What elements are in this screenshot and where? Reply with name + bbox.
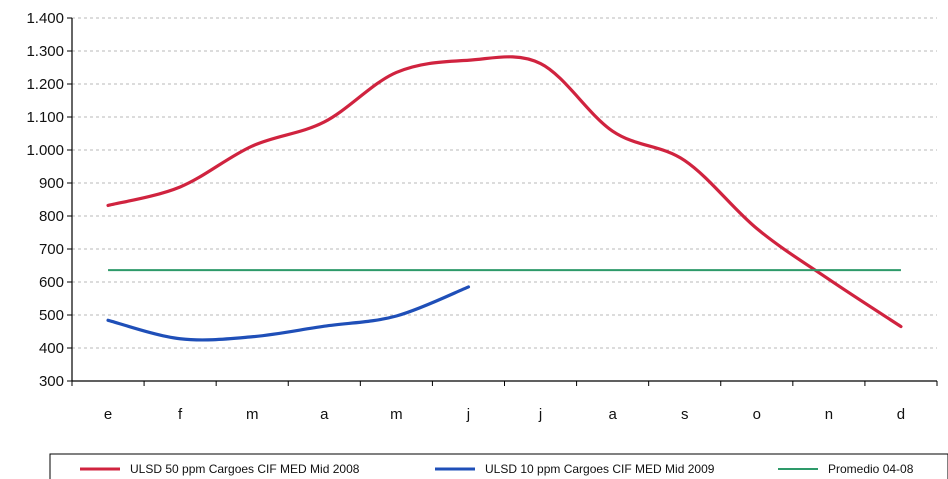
x-tick-label: n bbox=[825, 406, 833, 423]
legend: ULSD 50 ppm Cargoes CIF MED Mid 2008 ULSD… bbox=[49, 453, 948, 479]
x-tick-label: a bbox=[320, 406, 329, 423]
y-tick-label: 900 bbox=[39, 175, 64, 192]
x-tick-label: j bbox=[466, 406, 470, 423]
y-tick-label: 500 bbox=[39, 307, 64, 324]
legend-label-1: ULSD 10 ppm Cargoes CIF MED Mid 2009 bbox=[485, 462, 715, 476]
x-tick-label: a bbox=[608, 406, 617, 423]
x-tick-label: e bbox=[104, 406, 112, 423]
legend-box bbox=[49, 453, 948, 479]
legend-label-0: ULSD 50 ppm Cargoes CIF MED Mid 2008 bbox=[130, 462, 360, 476]
series-lines bbox=[106, 55, 903, 342]
series-line-1 bbox=[106, 285, 471, 342]
y-tick-label: 300 bbox=[39, 373, 64, 390]
x-tick-label: o bbox=[753, 406, 761, 423]
legend-label-2: Promedio 04-08 bbox=[828, 462, 914, 476]
y-tick-label: 1.100 bbox=[26, 109, 64, 126]
y-tick-label: 700 bbox=[39, 241, 64, 258]
axes bbox=[67, 17, 938, 386]
x-tick-label: m bbox=[246, 406, 259, 423]
x-tick-label: s bbox=[681, 406, 689, 423]
x-tick-label: f bbox=[178, 406, 183, 423]
gridlines bbox=[72, 17, 937, 349]
x-tick-label: d bbox=[897, 406, 905, 423]
y-tick-labels: 300 400 500 600 700 800 900 1.000 1.100 1.200 1.30… bbox=[26, 10, 64, 390]
y-tick-label: 1.300 bbox=[26, 43, 64, 60]
y-tick-label: 400 bbox=[39, 340, 64, 357]
series-line-0 bbox=[106, 55, 903, 329]
x-tick-label: j bbox=[538, 406, 542, 423]
y-tick-label: 1.000 bbox=[26, 142, 64, 159]
y-tick-label: 1.200 bbox=[26, 76, 64, 93]
y-tick-label: 600 bbox=[39, 274, 64, 291]
y-tick-label: 800 bbox=[39, 208, 64, 225]
y-tick-label: 1.400 bbox=[26, 10, 64, 27]
x-tick-label: m bbox=[390, 406, 403, 423]
